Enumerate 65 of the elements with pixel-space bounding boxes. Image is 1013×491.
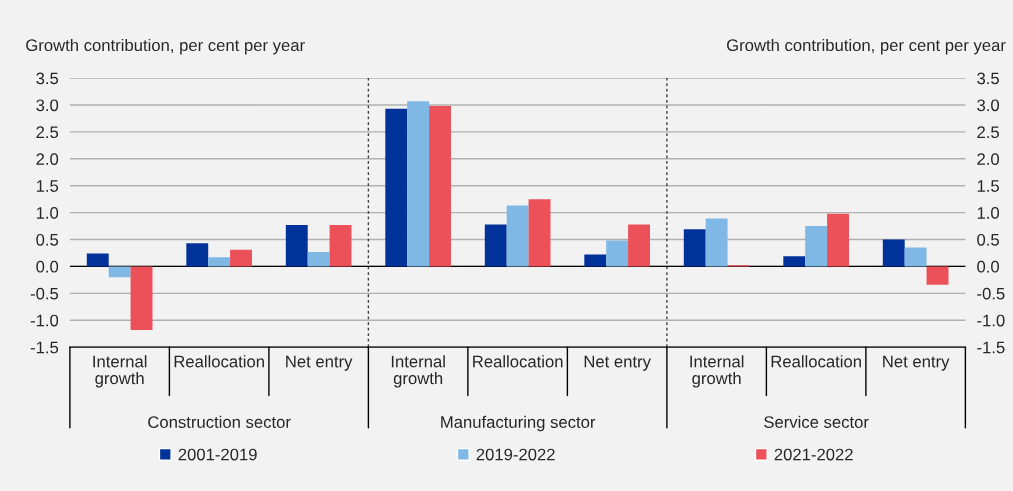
y2-tick-label: 0.0 xyxy=(977,260,1000,273)
x-tick-label: Internal growth xyxy=(93,355,147,388)
bar xyxy=(705,218,728,267)
y2-tick-label: -1.5 xyxy=(977,341,1005,354)
bar xyxy=(86,253,109,267)
x-tick-label: Reallocation xyxy=(174,355,264,368)
y2-tick-label: 1.5 xyxy=(977,180,999,192)
bar xyxy=(285,224,308,267)
x-tick-label: Reallocation xyxy=(771,355,861,368)
bar xyxy=(130,266,153,330)
bar xyxy=(628,224,650,267)
bar xyxy=(506,205,529,267)
legend-label: 2001-2019 xyxy=(178,448,257,461)
bar xyxy=(484,224,507,267)
x-tick-label: Net entry xyxy=(883,355,950,371)
y-tick-label: 2.5 xyxy=(36,126,59,139)
bar xyxy=(683,229,706,267)
y-tick-label: -1.5 xyxy=(30,341,59,354)
bar xyxy=(904,247,927,267)
text: Manufacturing sector xyxy=(441,415,596,432)
bar xyxy=(108,266,131,278)
bar xyxy=(584,254,607,267)
y-tick-label: 0.5 xyxy=(36,233,59,246)
y2-tick-label: 3.0 xyxy=(977,99,1000,112)
bar xyxy=(385,108,408,267)
bar xyxy=(429,106,451,267)
bar xyxy=(186,243,209,267)
y-tick-label: 3.5 xyxy=(36,72,59,85)
x-tick-label: Internal growth xyxy=(391,355,445,388)
y-tick-label: 3.0 xyxy=(36,99,59,112)
y-axis-title: Growth contribution, per cent per year xyxy=(26,38,305,55)
bar xyxy=(230,249,252,267)
y2-tick-label: 0.5 xyxy=(977,233,999,246)
bar xyxy=(882,239,905,267)
bar xyxy=(926,266,949,285)
bar xyxy=(307,251,330,267)
bar xyxy=(407,101,430,267)
y-tick-label: -1.0 xyxy=(30,314,59,327)
legend-label: 2021-2022 xyxy=(774,448,853,461)
text: Service sector xyxy=(764,415,869,428)
x-tick-label: Net entry xyxy=(584,355,651,371)
y-tick-label: 0.0 xyxy=(36,260,59,273)
bar xyxy=(528,199,551,267)
bar xyxy=(805,226,828,267)
y2-tick-label: 3.5 xyxy=(977,72,999,85)
text: Construction sector xyxy=(148,415,291,428)
bar xyxy=(827,213,849,267)
y-tick-label: 1.5 xyxy=(36,180,59,192)
y-tick-label: 1.0 xyxy=(36,207,59,219)
x-tick-label: Net entry xyxy=(286,355,353,371)
y2-axis-title: Growth contribution, per cent per year xyxy=(727,38,1006,55)
x-tick-label: Internal growth xyxy=(690,355,744,388)
bar xyxy=(208,257,231,267)
bar xyxy=(783,256,806,267)
y2-tick-label: 2.5 xyxy=(977,126,999,139)
y-tick-label: -0.5 xyxy=(30,287,59,300)
y-tick-label: 2.0 xyxy=(36,153,59,165)
y2-tick-label: 2.0 xyxy=(977,153,1000,165)
x-tick-label: Reallocation xyxy=(473,355,563,368)
legend-label: 2019-2022 xyxy=(476,448,555,461)
bar xyxy=(329,224,352,267)
bar xyxy=(606,240,629,267)
y2-tick-label: -0.5 xyxy=(977,287,1005,300)
y2-tick-label: 1.0 xyxy=(977,207,1000,219)
y2-tick-label: -1.0 xyxy=(977,314,1005,327)
